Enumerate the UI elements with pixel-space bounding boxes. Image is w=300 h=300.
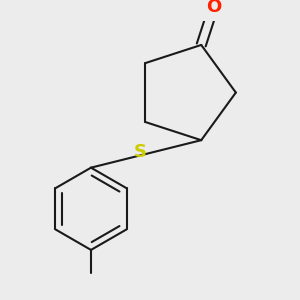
Text: O: O (206, 0, 221, 16)
Text: S: S (134, 143, 147, 161)
